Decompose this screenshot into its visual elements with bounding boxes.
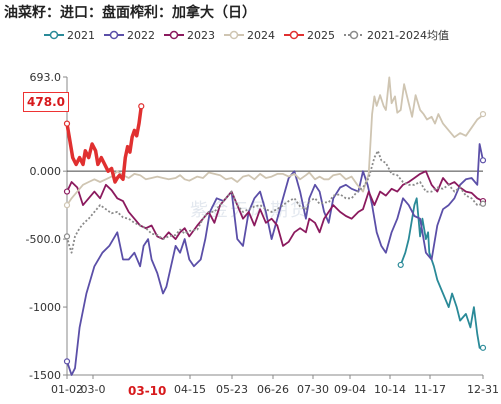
y-tick-label: 693.0 xyxy=(30,71,62,84)
series-end-marker-2025 xyxy=(138,103,145,110)
series-end-marker-2022 xyxy=(479,157,487,164)
legend-swatch-icon xyxy=(224,30,244,40)
legend-swatch-icon xyxy=(44,30,64,40)
highlighted-date-label: 03-10 xyxy=(128,384,167,398)
series-start-marker-2024 xyxy=(63,202,71,209)
x-tick-label: 10-14 xyxy=(374,383,406,396)
latest-value-callout: 478.0 xyxy=(23,92,69,112)
series-line-2024 xyxy=(66,76,484,206)
series-line-2021 xyxy=(399,197,483,349)
series-line-2021-2024均值 xyxy=(66,149,484,254)
x-tick-label: 06-26 xyxy=(257,383,289,396)
x-tick-label: 04-15 xyxy=(174,383,206,396)
legend-item-2025[interactable]: 2025 xyxy=(284,27,335,43)
legend-item-2022[interactable]: 2022 xyxy=(104,27,155,43)
series-end-marker-2021 xyxy=(479,344,487,351)
legend-item-2021[interactable]: 2021 xyxy=(44,27,95,43)
legend-label: 2023 xyxy=(187,28,215,42)
series-end-marker-2021-2024均值 xyxy=(479,200,487,207)
y-tick-label: -500.0 xyxy=(26,233,61,246)
legend: 2021 2022 2023 2024 2025 2021-2024均值 xyxy=(44,27,449,43)
legend-swatch-icon xyxy=(104,30,124,40)
legend-swatch-icon xyxy=(284,30,304,40)
legend-label: 2022 xyxy=(127,28,155,42)
legend-swatch-icon xyxy=(164,30,184,40)
chart-title: 油菜籽：进口：盘面榨利：加拿大（日） xyxy=(4,5,256,21)
series-start-marker-2023 xyxy=(63,188,71,195)
x-tick-label: 07-30 xyxy=(297,383,329,396)
series-start-marker-2022 xyxy=(63,358,71,365)
legend-label: 2021 xyxy=(67,28,95,42)
x-tick-label: 01-02 xyxy=(51,383,83,396)
y-tick-label: -1500 xyxy=(29,369,61,382)
series-line-2023 xyxy=(66,170,484,247)
legend-item-2023[interactable]: 2023 xyxy=(164,27,215,43)
legend-label: 2025 xyxy=(307,28,335,42)
legend-label: 2021-2024均值 xyxy=(367,29,449,42)
series-start-marker-2021-2024均值 xyxy=(63,233,71,240)
legend-swatch-icon xyxy=(344,30,364,40)
x-tick-label: 12-31 xyxy=(467,383,499,396)
y-tick-label: -1000 xyxy=(29,301,61,314)
legend-item-2021-2024均值[interactable]: 2021-2024均值 xyxy=(344,27,449,43)
series-line-2022 xyxy=(66,143,484,376)
series-line-2025 xyxy=(65,105,144,184)
y-tick-label: 0.000 xyxy=(30,165,62,178)
x-tick-label: 09-04 xyxy=(334,383,366,396)
legend-item-2024[interactable]: 2024 xyxy=(224,27,275,43)
x-tick-label: 11-17 xyxy=(414,383,446,396)
legend-label: 2024 xyxy=(247,28,275,42)
series-end-marker-2024 xyxy=(479,110,487,118)
x-tick-label: 05-23 xyxy=(216,383,248,396)
x-tick-label: 03-0 xyxy=(81,383,106,396)
series-start-marker-2021 xyxy=(397,261,404,269)
series-start-marker-2025 xyxy=(63,120,71,127)
